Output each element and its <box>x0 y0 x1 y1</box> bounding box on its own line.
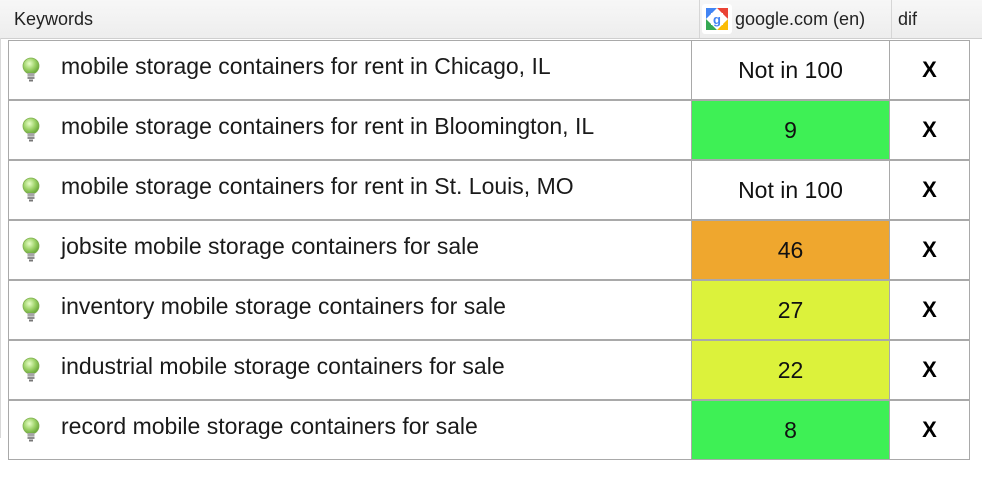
rank-cell: 8 <box>692 400 890 460</box>
column-header-keywords[interactable]: Keywords <box>14 9 94 29</box>
svg-text:g: g <box>713 12 721 27</box>
keyword-text: inventory mobile storage containers for … <box>61 292 506 319</box>
table-row[interactable]: mobile storage containers for rent in St… <box>0 160 982 220</box>
rank-cell: 46 <box>692 220 890 280</box>
rank-cell: 9 <box>692 100 890 160</box>
table-row[interactable]: industrial mobile storage containers for… <box>0 340 982 400</box>
lightbulb-icon <box>22 417 40 442</box>
dif-cell[interactable]: X <box>890 280 970 340</box>
table-row[interactable]: jobsite mobile storage containers for sa… <box>0 220 982 280</box>
table-row[interactable]: inventory mobile storage containers for … <box>0 280 982 340</box>
google-logo-icon: g <box>702 4 732 34</box>
lightbulb-icon <box>22 177 40 202</box>
table-header: Keywords g google.com (en) dif <box>0 0 982 39</box>
table-row[interactable]: mobile storage containers for rent in Bl… <box>0 100 982 160</box>
keyword-text: record mobile storage containers for sal… <box>61 412 478 439</box>
lightbulb-icon <box>22 117 40 142</box>
keyword-cell[interactable]: mobile storage containers for rent in St… <box>8 160 692 220</box>
dif-cell[interactable]: X <box>890 340 970 400</box>
lightbulb-icon <box>22 57 40 82</box>
keyword-text: mobile storage containers for rent in Ch… <box>61 52 551 79</box>
lightbulb-icon <box>22 357 40 382</box>
dif-cell[interactable]: X <box>890 220 970 280</box>
dif-cell[interactable]: X <box>890 400 970 460</box>
rank-cell: 22 <box>692 340 890 400</box>
engine-label: google.com (en) <box>735 9 866 29</box>
keyword-text: mobile storage containers for rent in St… <box>61 172 574 199</box>
keyword-cell[interactable]: jobsite mobile storage containers for sa… <box>8 220 692 280</box>
dif-cell[interactable]: X <box>890 100 970 160</box>
lightbulb-icon <box>22 297 40 322</box>
column-header-google[interactable]: g google.com (en) <box>699 0 892 38</box>
keyword-cell[interactable]: mobile storage containers for rent in Ch… <box>8 40 692 100</box>
keyword-text: mobile storage containers for rent in Bl… <box>61 112 595 139</box>
table-row[interactable]: mobile storage containers for rent in Ch… <box>0 40 982 100</box>
dif-cell[interactable]: X <box>890 160 970 220</box>
divider <box>0 38 1 438</box>
table-row[interactable]: record mobile storage containers for sal… <box>0 400 982 460</box>
keyword-cell[interactable]: inventory mobile storage containers for … <box>8 280 692 340</box>
column-header-dif[interactable]: dif <box>891 0 982 38</box>
rank-cell: 27 <box>692 280 890 340</box>
dif-cell[interactable]: X <box>890 40 970 100</box>
keyword-text: jobsite mobile storage containers for sa… <box>61 232 480 259</box>
keyword-cell[interactable]: record mobile storage containers for sal… <box>8 400 692 460</box>
keyword-cell[interactable]: mobile storage containers for rent in Bl… <box>8 100 692 160</box>
rank-cell: Not in 100 <box>692 40 890 100</box>
keyword-cell[interactable]: industrial mobile storage containers for… <box>8 340 692 400</box>
keyword-text: industrial mobile storage containers for… <box>61 352 505 379</box>
rank-cell: Not in 100 <box>692 160 890 220</box>
lightbulb-icon <box>22 237 40 262</box>
